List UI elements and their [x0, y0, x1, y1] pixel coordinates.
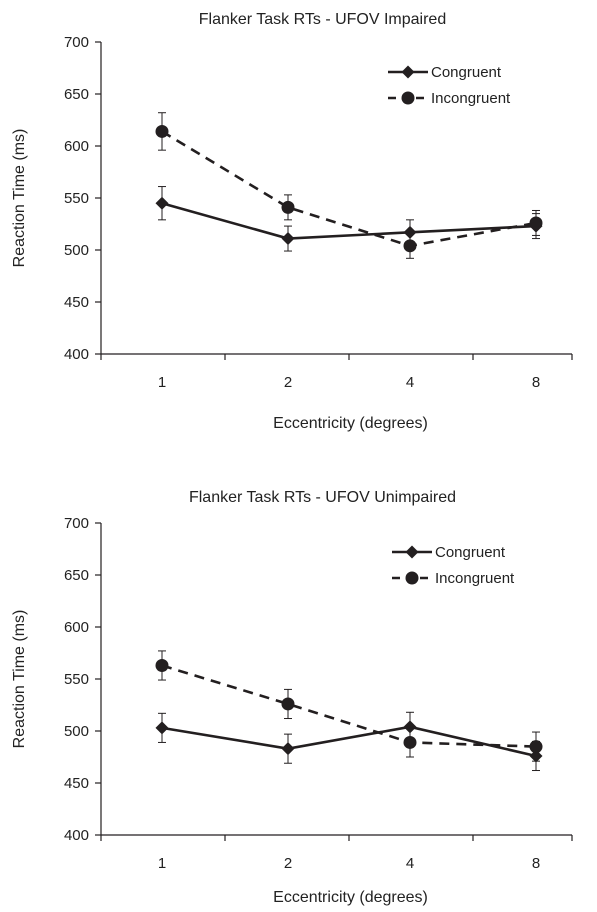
- chart-title: Flanker Task RTs - UFOV Unimpaired: [189, 489, 456, 506]
- x-tick-label: 4: [406, 374, 414, 391]
- x-axis-label: Eccentricity (degrees): [273, 889, 428, 906]
- y-tick-label: 700: [64, 515, 89, 532]
- series-line: [161, 130, 537, 248]
- series-incongruent: [155, 650, 543, 762]
- x-tick-label: 2: [284, 374, 292, 391]
- y-tick-label: 600: [64, 138, 89, 155]
- y-axis-label: Reaction Time (ms): [11, 129, 28, 268]
- y-tick-label: 500: [64, 723, 89, 740]
- legend-entry-incongruent: Incongruent: [392, 570, 515, 587]
- legend-label: Congruent: [431, 64, 502, 81]
- legend-label: Congruent: [435, 544, 506, 561]
- legend-entry-congruent: Congruent: [388, 64, 502, 81]
- data-point: [281, 200, 295, 214]
- data-point: [403, 239, 417, 253]
- legend-entry-congruent: Congruent: [392, 544, 506, 561]
- series-congruent: [155, 186, 543, 252]
- x-tick-label: 1: [158, 374, 166, 391]
- y-tick-label: 550: [64, 190, 89, 207]
- x-tick-label: 8: [532, 855, 540, 872]
- chart-panel-1: Flanker Task RTs - UFOV Impaired 400 450 50…: [11, 11, 573, 432]
- legend-label: Incongruent: [435, 570, 515, 587]
- legend-label: Incongruent: [431, 90, 511, 107]
- data-point: [403, 225, 417, 239]
- y-tick-label: 450: [64, 775, 89, 792]
- data-point: [403, 720, 417, 734]
- y-tick-label: 650: [64, 86, 89, 103]
- legend-marker: [401, 91, 415, 105]
- x-axis-label: Eccentricity (degrees): [273, 415, 428, 432]
- y-tick-label: 650: [64, 567, 89, 584]
- legend-marker: [401, 65, 415, 79]
- chart-panel-2: Flanker Task RTs - UFOV Unimpaired400450…: [11, 489, 573, 906]
- series-line: [161, 664, 537, 748]
- data-point: [529, 740, 543, 754]
- y-tick-label: 550: [64, 671, 89, 688]
- data-point: [281, 697, 295, 711]
- x-tick-label: 2: [284, 855, 292, 872]
- series-line: [161, 725, 537, 758]
- x-tick-label: 8: [532, 374, 540, 391]
- data-point: [529, 216, 543, 230]
- data-point: [155, 721, 169, 735]
- x-tick-label: 4: [406, 855, 414, 872]
- y-tick-label: 400: [64, 827, 89, 844]
- y-tick-label: 450: [64, 294, 89, 311]
- series-line: [161, 201, 537, 240]
- data-point: [155, 658, 169, 672]
- legend-marker: [405, 571, 419, 585]
- legend-marker: [405, 545, 419, 559]
- series-congruent: [155, 711, 543, 772]
- y-tick-label: 400: [64, 346, 89, 363]
- y-tick-label: 600: [64, 619, 89, 636]
- y-axis-label: Reaction Time (ms): [11, 610, 28, 749]
- y-tick-label: 500: [64, 242, 89, 259]
- chart-title: Flanker Task RTs - UFOV Impaired: [199, 11, 446, 28]
- data-point: [155, 124, 169, 138]
- series-incongruent: [155, 112, 543, 259]
- y-tick-label: 700: [64, 34, 89, 51]
- legend-entry-incongruent: Incongruent: [388, 90, 511, 107]
- data-point: [281, 232, 295, 246]
- data-point: [155, 196, 169, 210]
- data-point: [281, 742, 295, 756]
- x-tick-label: 1: [158, 855, 166, 872]
- data-point: [403, 735, 417, 749]
